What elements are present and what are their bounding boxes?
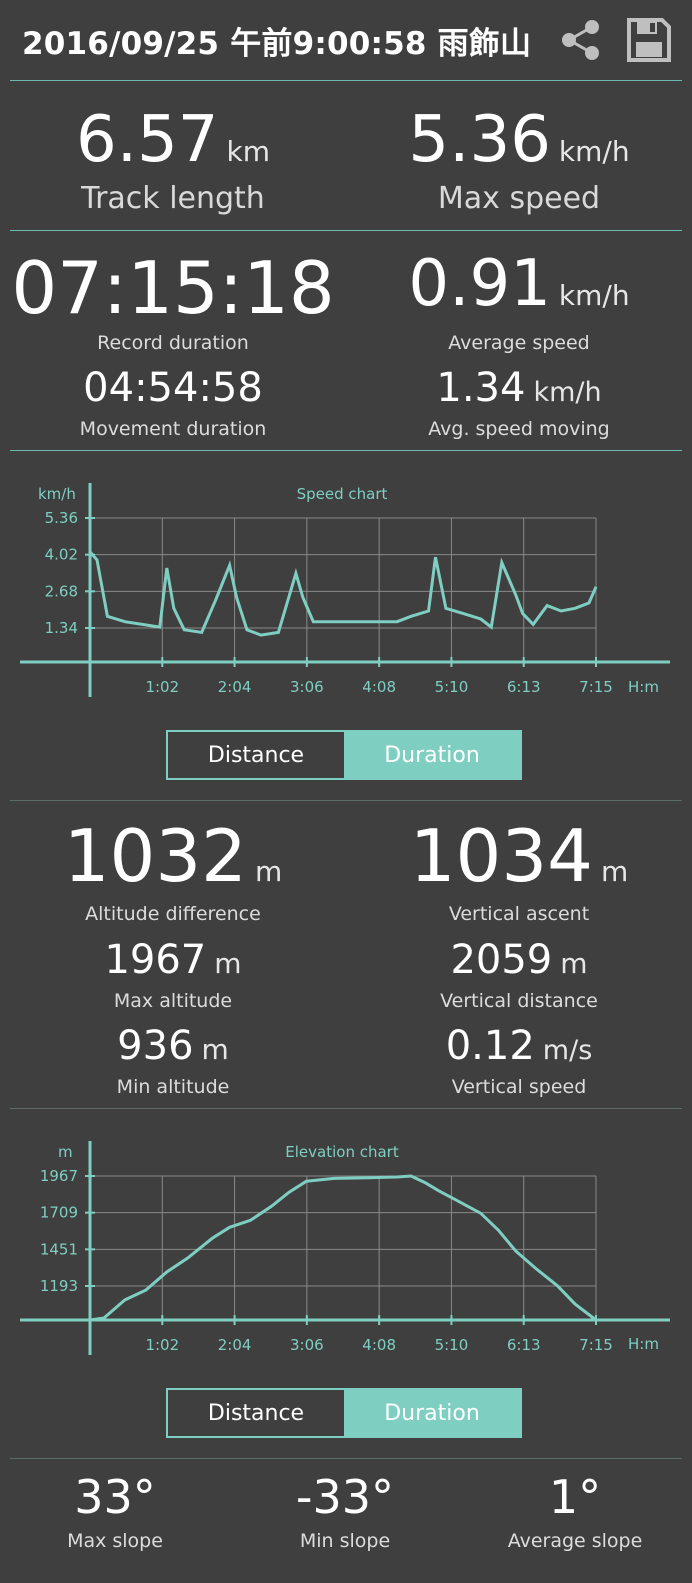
elevation-series-line	[89, 1174, 597, 1322]
avg-speed-moving-label: Avg. speed moving	[428, 418, 610, 440]
max-speed-label: Max speed	[437, 181, 601, 216]
x-tick-label: 7:15	[579, 1336, 613, 1354]
duration-toggle-button[interactable]: Duration	[344, 732, 520, 778]
vertical-ascent-value: 1034 m	[409, 814, 629, 898]
x-tick-label: 3:06	[290, 1336, 324, 1354]
min-slope-label: Min slope	[299, 1530, 391, 1552]
y-tick-label: 1967	[40, 1167, 78, 1185]
y-tick-label: 4.02	[45, 546, 78, 564]
y-tick-label: 5.36	[45, 509, 78, 527]
elevation-chart[interactable]: m Elevation chart H:m 1:02 2:04 3:06 4:08 5:…	[0, 1130, 692, 1370]
speed-chart[interactable]: km/h Speed chart H:m 1:02 2:04 3:06 4:08 5:1…	[0, 470, 692, 710]
max-slope-label: Max slope	[67, 1530, 163, 1552]
elevation-chart-toggle[interactable]: Distance Duration	[166, 1388, 522, 1438]
save-icon[interactable]	[626, 17, 672, 63]
max-speed-value: 5.36 km/h	[408, 103, 630, 177]
x-tick-label: 6:13	[507, 678, 541, 696]
y-tick-label: 1193	[40, 1277, 78, 1295]
movement-duration-label: Movement duration	[79, 418, 267, 440]
x-tick-label: 7:15	[579, 678, 613, 696]
y-tick-label: 1451	[40, 1240, 78, 1258]
min-slope-value: -33°	[295, 1470, 395, 1524]
x-tick-label: 5:10	[435, 1336, 469, 1354]
speed-series-line	[88, 550, 598, 637]
vertical-distance-value: 2059 m	[450, 937, 588, 983]
max-altitude-label: Max altitude	[113, 990, 233, 1012]
average-speed-value: 0.91 km/h	[408, 247, 630, 321]
vertical-speed-value: 0.12 m/s	[445, 1023, 593, 1069]
y-tick-label: 1.34	[45, 619, 78, 637]
vertical-speed-label: Vertical speed	[451, 1076, 587, 1098]
altitude-difference-label: Altitude difference	[85, 903, 261, 925]
elevation-chart-title: Elevation chart	[285, 1143, 399, 1161]
x-tick-label: 3:06	[290, 678, 324, 696]
x-tick-label: 4:08	[362, 678, 396, 696]
avg-speed-moving-value: 1.34 km/h	[436, 365, 602, 411]
track-length-label: Track length	[81, 181, 265, 216]
min-altitude-value: 936 m	[117, 1023, 229, 1069]
share-icon[interactable]	[556, 16, 604, 64]
speed-chart-x-unit: H:m	[628, 678, 659, 696]
x-tick-label: 6:13	[507, 1336, 541, 1354]
vertical-ascent-label: Vertical ascent	[448, 903, 590, 925]
record-duration-label: Record duration	[97, 332, 249, 354]
movement-duration-value: 04:54:58	[83, 365, 263, 411]
max-slope-value: 33°	[74, 1470, 156, 1524]
y-tick-label: 2.68	[45, 582, 78, 600]
max-altitude-value: 1967 m	[104, 937, 242, 983]
x-tick-label: 2:04	[218, 1336, 252, 1354]
x-tick-label: 1:02	[145, 1336, 179, 1354]
distance-toggle-button[interactable]: Distance	[168, 732, 344, 778]
x-tick-label: 4:08	[362, 1336, 396, 1354]
y-tick-label: 1709	[40, 1204, 78, 1222]
x-tick-label: 5:10	[435, 678, 469, 696]
x-tick-label: 2:04	[218, 678, 252, 696]
distance-toggle-button[interactable]: Distance	[168, 1390, 344, 1436]
page-title: 2016/09/25 午前9:00:58 雨飾山	[22, 26, 532, 62]
speed-chart-title: Speed chart	[297, 485, 388, 503]
x-tick-label: 1:02	[145, 678, 179, 696]
elevation-chart-x-unit: H:m	[628, 1335, 659, 1353]
speed-chart-toggle[interactable]: Distance Duration	[166, 730, 522, 780]
altitude-difference-value: 1032 m	[63, 814, 283, 898]
average-speed-label: Average speed	[448, 332, 590, 354]
min-altitude-label: Min altitude	[116, 1076, 230, 1098]
average-slope-label: Average slope	[507, 1530, 643, 1552]
vertical-distance-label: Vertical distance	[440, 990, 598, 1012]
average-slope-value: 1°	[548, 1470, 602, 1524]
duration-toggle-button[interactable]: Duration	[344, 1390, 520, 1436]
record-duration-value: 07:15:18	[11, 246, 335, 330]
elevation-chart-y-unit: m	[58, 1143, 73, 1161]
track-length-value: 6.57 km	[76, 103, 270, 177]
speed-chart-y-unit: km/h	[38, 485, 76, 503]
